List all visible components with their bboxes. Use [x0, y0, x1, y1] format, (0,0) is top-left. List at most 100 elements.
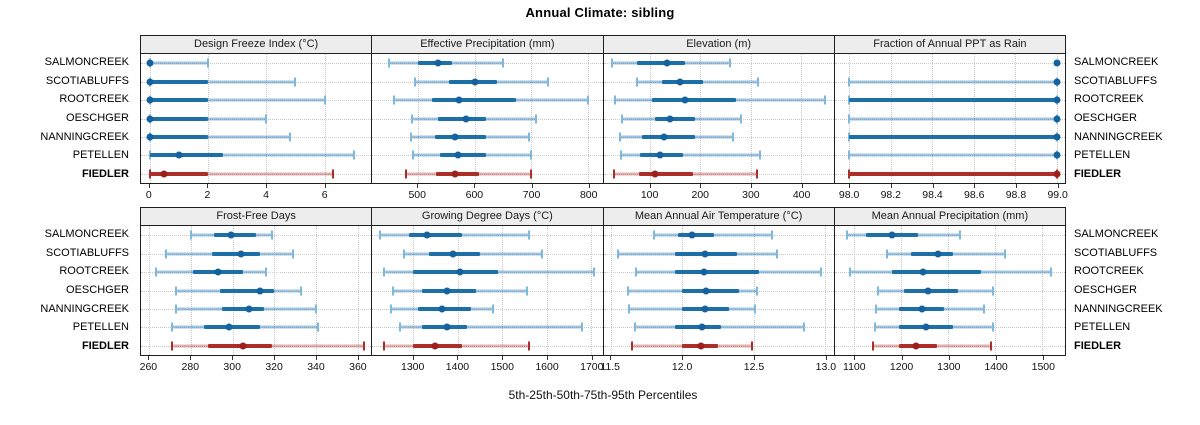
axis-tick-label: 1700	[580, 361, 604, 373]
row-gridline	[372, 118, 603, 120]
cap-5th	[388, 58, 391, 68]
range-5th-95th	[149, 80, 296, 84]
row-gridline	[603, 173, 834, 175]
cap-95th	[729, 58, 732, 68]
cap-5th	[633, 322, 636, 332]
median-dot	[681, 96, 689, 104]
cap-5th	[171, 322, 174, 332]
axis-tick-label: 11.5	[600, 361, 621, 373]
median-dot	[443, 287, 451, 294]
row-gridline	[372, 290, 603, 292]
row-gridline	[141, 63, 372, 65]
site-label-left: NANNINGCREEK	[40, 130, 129, 143]
median-dot	[700, 268, 708, 276]
cap-95th	[823, 95, 826, 105]
axis-tick	[854, 356, 856, 360]
site-label-right: FIEDLER	[1074, 339, 1122, 352]
cap-95th	[528, 230, 531, 240]
cap-95th	[775, 249, 778, 259]
axis-tick	[274, 356, 276, 360]
row-gridline	[834, 81, 1065, 83]
cap-95th	[992, 286, 995, 295]
cap-5th	[154, 267, 157, 277]
median-dot	[146, 115, 154, 122]
cap-95th	[758, 150, 761, 160]
median-dot	[160, 170, 168, 178]
panel-body	[141, 226, 372, 355]
axis-tick	[1015, 184, 1017, 188]
cap-5th	[398, 322, 401, 332]
axis-tick-label: 100	[640, 189, 659, 201]
median-dot	[924, 287, 932, 294]
panel-header: Growing Degree Days (°C)	[372, 208, 603, 226]
cap-95th	[362, 341, 365, 351]
site-label-left: OESCHGER	[66, 284, 129, 296]
axis-tick	[1043, 356, 1045, 360]
median-dot	[701, 305, 709, 313]
row-gridline	[834, 155, 1065, 157]
axis-tick	[750, 184, 752, 188]
median-dot	[225, 323, 233, 331]
axis-tick-label: 1100	[843, 361, 866, 373]
axis-tick-label: 1600	[535, 361, 559, 373]
cap-5th	[848, 77, 851, 87]
median-dot	[1053, 133, 1061, 141]
cap-95th	[541, 249, 544, 259]
median-dot	[146, 78, 154, 86]
median-dot	[697, 342, 705, 350]
cap-95th	[323, 95, 326, 105]
cap-95th	[731, 132, 734, 142]
median-dot	[146, 59, 154, 67]
row-gridline	[372, 308, 603, 310]
cap-95th	[959, 230, 962, 240]
cap-5th	[848, 150, 851, 160]
range-25th-75th	[440, 153, 486, 158]
median-dot	[676, 78, 684, 86]
cap-95th	[771, 230, 774, 240]
axis-tick-label: 700	[522, 189, 541, 201]
site-label-left: PETELLEN	[72, 321, 129, 334]
median-dot	[454, 151, 462, 159]
site-label-right: FIEDLER	[1074, 167, 1122, 180]
site-label-left: FIEDLER	[81, 339, 129, 352]
cap-5th	[411, 114, 414, 123]
row-gridline	[603, 118, 834, 120]
row-gridline	[372, 155, 603, 157]
median-dot	[431, 342, 439, 350]
range-25th-75th	[211, 251, 260, 256]
range-25th-75th	[434, 134, 486, 139]
range-5th-95th	[149, 153, 354, 157]
median-dot	[1053, 151, 1061, 159]
cap-5th	[392, 286, 395, 295]
range-25th-75th	[408, 233, 463, 238]
cap-95th	[528, 341, 531, 351]
axis-tick	[531, 184, 533, 188]
row-gridline	[603, 345, 834, 347]
axis-tick-label: 1300	[400, 361, 425, 373]
cap-5th	[409, 132, 412, 142]
axis-tick	[417, 184, 419, 188]
axis-tick-label: 6	[321, 189, 328, 201]
axis-tick-label: 300	[742, 189, 760, 201]
median-dot	[451, 170, 459, 178]
cap-95th	[265, 114, 268, 123]
panel-header: Mean Annual Precipitation (mm)	[834, 208, 1065, 226]
cap-5th	[631, 341, 634, 351]
panel-mean-annual-precipitation-mm-: Mean Annual Precipitation (mm)	[833, 208, 1065, 355]
axis-tick	[315, 356, 317, 360]
cap-95th	[757, 77, 760, 87]
range-25th-75th	[222, 306, 264, 311]
axis-tick-label: 1400	[984, 361, 1008, 373]
range-25th-75th	[675, 325, 721, 330]
cap-95th	[292, 249, 295, 259]
range-25th-75th	[149, 134, 209, 139]
axis-panel: 1300 1400 1500 1600 1700	[372, 356, 604, 376]
site-label-left: SALMONCREEK	[44, 56, 129, 69]
range-25th-75th	[677, 233, 714, 238]
axis-tick	[502, 356, 504, 360]
axis-panel: 11.5 12.0 12.5 13.0	[600, 356, 836, 376]
axis-tick	[890, 184, 892, 188]
cap-95th	[992, 322, 995, 332]
row-gridline	[834, 345, 1065, 347]
cap-95th	[751, 341, 754, 351]
